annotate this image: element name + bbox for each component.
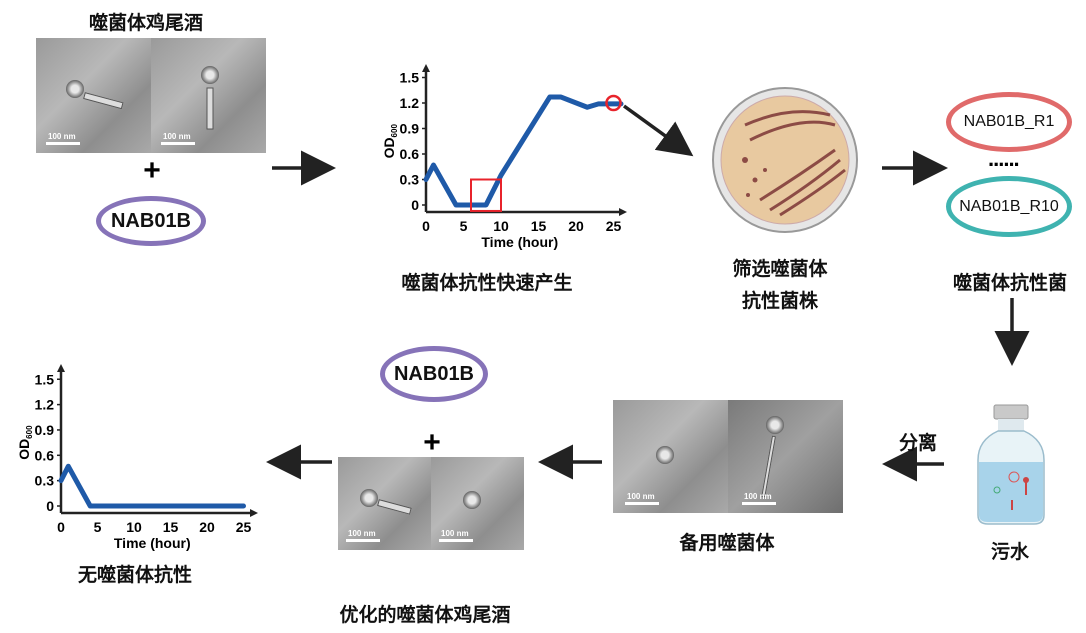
- caption-backup-phages: 备用噬菌体: [679, 532, 775, 554]
- od-series-line: [58, 463, 246, 509]
- caption-resistant-strains: 噬菌体抗性菌: [952, 272, 1068, 294]
- y-tick-label: 0.9: [35, 422, 55, 438]
- arrow-diagonal: [622, 104, 694, 157]
- tem-image-optimized-1: 100 nm: [338, 457, 431, 550]
- x-tick-label: 15: [531, 218, 547, 234]
- y-tick-label: 0.3: [400, 172, 420, 188]
- caption-sewage: 污水: [990, 541, 1030, 563]
- scale-bar-label: 100 nm: [163, 132, 191, 141]
- y-tick-label: 1.5: [400, 70, 420, 86]
- x-axis-arrow: [250, 509, 258, 517]
- scale-bar-label: 100 nm: [441, 529, 469, 538]
- caption-resistance: 噬菌体抗性快速产生: [401, 272, 573, 294]
- strain-nab01b: NAB01B: [96, 196, 206, 246]
- scale-bar-label: 100 nm: [744, 492, 772, 501]
- caption-screen-line2: 抗性菌株: [741, 290, 819, 312]
- x-tick-label: 20: [199, 519, 215, 535]
- x-tick-label: 0: [57, 519, 65, 535]
- y-tick-label: 1.2: [35, 397, 55, 413]
- caption-optimized-cocktail: 优化的噬菌体鸡尾酒: [339, 604, 511, 626]
- x-tick-label: 5: [460, 218, 468, 234]
- tem-image-backup-2: 100 nm: [728, 400, 843, 513]
- y-tick-label: 1.2: [400, 95, 420, 111]
- y-tick-label: 0: [46, 498, 54, 514]
- x-tick-label: 10: [493, 218, 509, 234]
- strain-nab01b-2: NAB01B: [380, 346, 488, 402]
- tem-image-phage-2: 100 nm: [151, 38, 266, 153]
- strain-ellipsis: ......: [988, 146, 1020, 171]
- caption-screen-line1: 筛选噬菌体: [732, 258, 828, 280]
- y-axis-label: OD600: [381, 124, 399, 159]
- tem-image-optimized-2: 100 nm: [431, 457, 524, 550]
- scale-bar-label: 100 nm: [48, 132, 76, 141]
- label-isolate: 分离: [898, 432, 938, 454]
- od-chart-no-resistance: 0 0.3 0.6 0.9 1.2 1.5 0 5 10 15 20 25 Time (hour) OD6…: [16, 364, 258, 551]
- x-axis-label: Time (hour): [481, 234, 558, 250]
- caption-no-resistance: 无噬菌体抗性: [77, 564, 193, 586]
- y-tick-label: 1.5: [35, 371, 55, 387]
- y-tick-label: 0.9: [400, 121, 420, 137]
- od-series-line: [423, 94, 624, 208]
- tem-image-backup-1: 100 nm: [613, 400, 728, 513]
- plus-sign-2: +: [423, 426, 441, 459]
- plus-sign: +: [143, 154, 161, 187]
- strain-r10: NAB01B_R10: [946, 176, 1072, 237]
- scale-bar-label: 100 nm: [627, 492, 655, 501]
- petri-dish-icon: [712, 87, 858, 233]
- sewage-bottle-icon: [977, 404, 1045, 525]
- y-tick-label: 0.6: [400, 146, 420, 162]
- x-tick-label: 15: [163, 519, 179, 535]
- tem-image-phage-1: 100 nm: [36, 38, 151, 153]
- lag-phase-highlight-box: [470, 178, 502, 212]
- y-axis-label: OD600: [16, 425, 34, 460]
- x-tick-label: 25: [236, 519, 252, 535]
- y-tick-label: 0.3: [35, 473, 55, 489]
- x-tick-label: 10: [126, 519, 142, 535]
- y-axis-arrow: [422, 64, 430, 72]
- od-chart-resistance: 0 0.3 0.6 0.9 1.2 1.5 0 5 10 15 20 25 Time (hour) OD6…: [381, 64, 627, 250]
- x-tick-label: 20: [568, 218, 584, 234]
- x-tick-label: 5: [94, 519, 102, 535]
- x-axis-label: Time (hour): [114, 535, 191, 551]
- strain-r1: NAB01B_R1: [946, 92, 1072, 152]
- y-tick-label: 0: [411, 197, 419, 213]
- x-tick-label: 25: [606, 218, 622, 234]
- x-tick-label: 0: [422, 218, 430, 234]
- cocktail-title: 噬菌体鸡尾酒: [88, 12, 204, 34]
- y-tick-label: 0.6: [35, 447, 55, 463]
- sample-point-highlight-circle: [605, 94, 622, 112]
- scale-bar-label: 100 nm: [348, 529, 376, 538]
- x-axis-arrow: [619, 208, 627, 216]
- y-axis-arrow: [57, 364, 65, 372]
